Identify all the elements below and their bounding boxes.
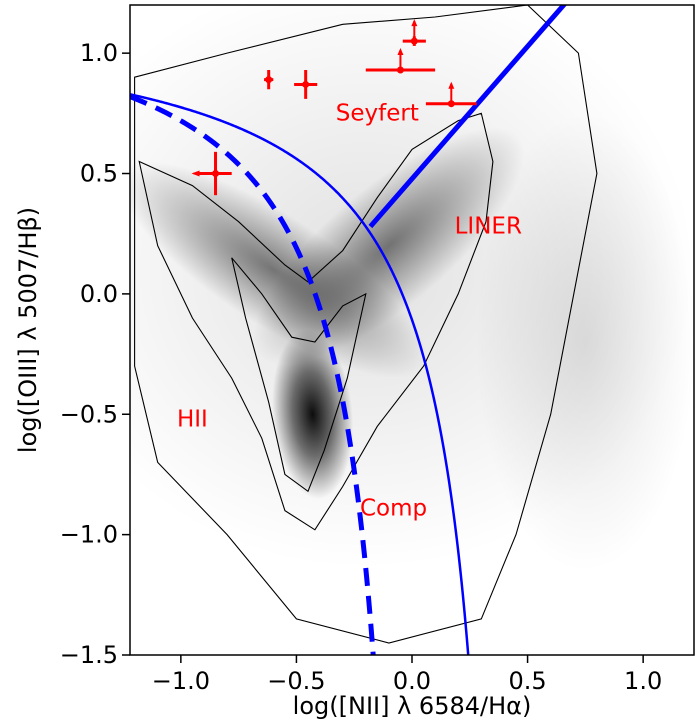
x-axis-ticks: −1.0 −0.5 0.0 0.5 1.0 [152,655,662,695]
density-map [130,5,694,572]
region-label-liner: LINER [455,214,522,240]
y-axis-ticks: −1.5 −1.0 −0.5 0.0 0.5 1.0 [60,39,130,669]
kauffmann-dashed-line [130,94,376,655]
limit-arrow-head [397,48,404,55]
region-label-hii: HII [177,406,208,432]
demarcation-lines [130,5,568,655]
data-points [191,19,477,196]
y-tick-label: 1.0 [80,39,118,67]
data-point [294,70,318,99]
data-point [425,81,477,108]
x-tick-label: −0.5 [267,667,325,695]
x-tick-label: −1.0 [152,667,210,695]
region-labels: Seyfert LINER HII Comp [177,101,522,522]
x-tick-label: 1.0 [624,667,662,695]
data-point [402,19,426,46]
data-point [264,70,274,90]
y-tick-label: −1.5 [60,641,118,669]
contour-lines [134,5,598,644]
point-marker [302,80,310,88]
contour-outer [138,112,494,531]
contour-inner [231,257,367,493]
y-tick-label: 0.5 [80,160,118,188]
y-tick-label: 0.0 [80,280,118,308]
y-tick-label: −1.0 [60,521,118,549]
seyfert-liner-line [368,5,568,229]
x-axis-title: log([NII] λ 6584/Hα) [293,692,532,720]
data-point [365,48,436,74]
limit-arrow-head [191,170,200,177]
x-tick-label: 0.0 [393,667,431,695]
region-label-comp: Comp [360,495,427,521]
x-tick-label: 0.5 [508,667,546,695]
limit-arrow-head [411,19,418,27]
limit-arrow-head [448,81,455,89]
density-halo [475,112,694,572]
density-core [272,329,354,500]
data-point [191,151,232,196]
kewley-line [130,93,470,655]
point-marker [265,76,273,84]
y-axis-title: log([OIII] λ 5007/Hβ) [14,207,42,453]
y-tick-label: −0.5 [60,400,118,428]
contour-wide [134,5,598,644]
region-label-seyfert: Seyfert [336,101,419,127]
